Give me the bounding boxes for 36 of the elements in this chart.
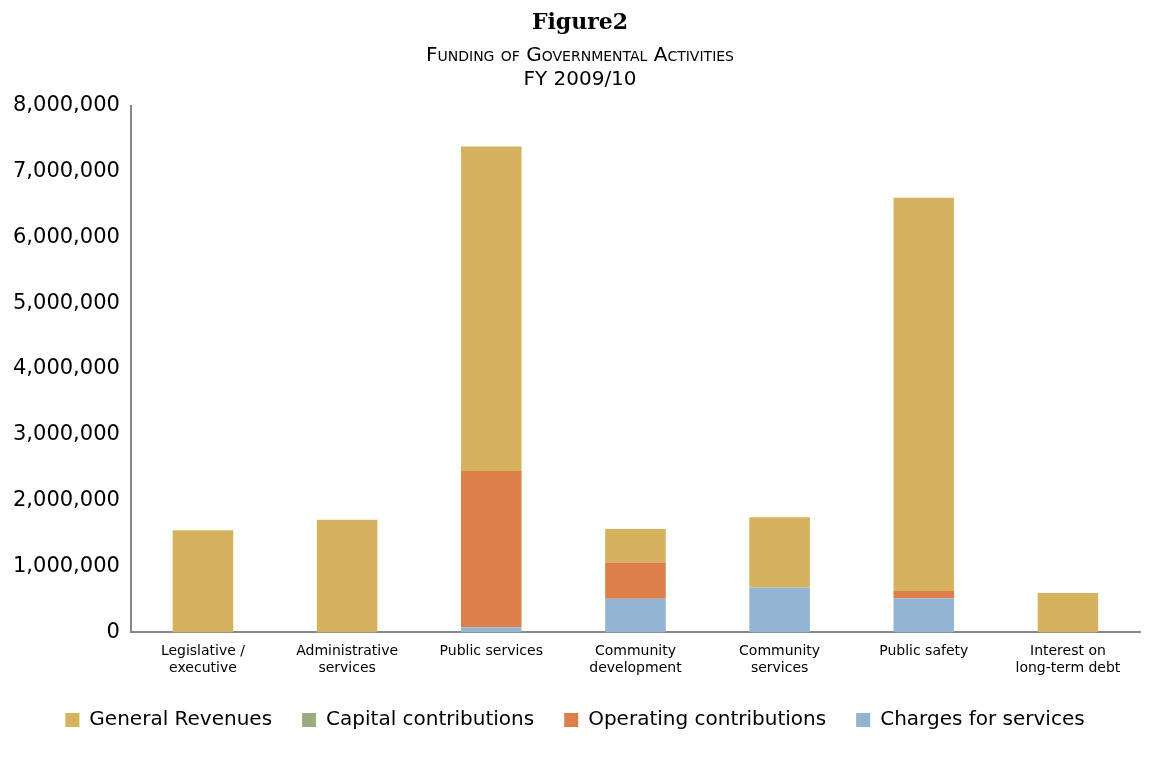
- y-tick-label: 0: [106, 618, 120, 643]
- bar: [316, 519, 378, 633]
- x-tick-label: Community development: [589, 642, 683, 676]
- bar: [605, 529, 666, 563]
- x-tick-label: Interest on long-term debt: [1015, 642, 1121, 676]
- y-tick-label: 2,000,000: [12, 487, 120, 512]
- bar: [749, 587, 810, 633]
- bar: [893, 197, 955, 591]
- bar: [605, 598, 666, 633]
- y-tick-label: 4,000,000: [12, 355, 120, 380]
- x-tick-label: Public safety: [879, 642, 969, 659]
- y-tick-label: 1,000,000: [12, 553, 120, 577]
- y-tick-label: 3,000,000: [12, 421, 120, 446]
- legend-label: Operating contributions: [588, 706, 827, 731]
- chart-title: Figure2: [530, 8, 630, 34]
- legend-label: Capital contributions: [326, 706, 535, 731]
- bar: [461, 471, 522, 628]
- bar: [461, 627, 522, 633]
- x-tick-label: Legislative / executive: [160, 642, 246, 676]
- x-tick-label: Administrative services: [296, 642, 399, 676]
- x-tick-label: Public services: [439, 642, 543, 659]
- x-tick-label: Community services: [739, 642, 821, 676]
- bar: [605, 562, 666, 599]
- chart-subtitle: Funding of Governmental Activities FY 2009/10: [425, 42, 735, 90]
- bar: [893, 598, 955, 633]
- y-tick-label: 6,000,000: [12, 223, 120, 248]
- bar: [749, 517, 810, 588]
- legend-label: General Revenues: [89, 706, 273, 731]
- y-tick-label: 5,000,000: [12, 289, 120, 314]
- legend-label: Charges for services: [880, 706, 1085, 731]
- bar: [461, 146, 522, 472]
- y-tick-label: 7,000,000: [12, 157, 120, 182]
- bar: [172, 530, 234, 633]
- y-tick-label: 8,000,000: [12, 92, 120, 117]
- bar: [893, 590, 955, 599]
- bar: [1037, 592, 1099, 633]
